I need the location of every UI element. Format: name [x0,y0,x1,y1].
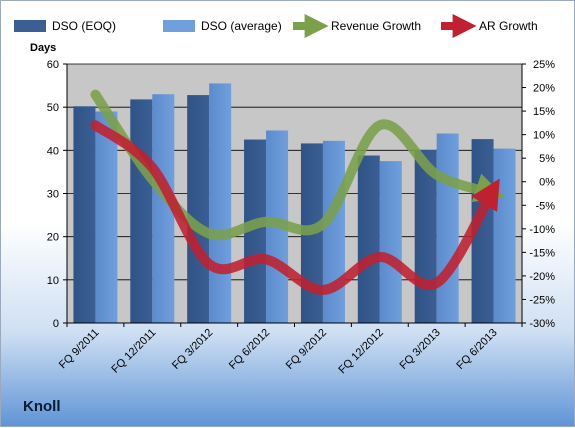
x-tick-label: FQ 12/2012 [336,327,386,377]
y-axis-title: Days [30,42,56,54]
y2-tick-label: 0% [539,177,555,189]
bar-dso-eoq [73,106,96,323]
x-tick-label: FQ 3/2013 [398,327,443,372]
y2-tick-label: 20% [533,83,555,95]
y-tick-label: 10 [47,275,59,287]
y2-tick-label: 25% [533,59,555,71]
legend-label: Revenue Growth [331,19,421,33]
bar-dso-average [95,111,118,323]
y2-tick-label: -20% [529,271,555,283]
x-tick-label: FQ 6/2012 [227,327,272,372]
x-tick-label: FQ 12/2011 [109,327,158,376]
y-tick-label: 60 [47,59,59,71]
bar-dso-average [493,148,516,323]
y-tick-label: 50 [47,102,59,114]
y2-tick-label: -15% [529,247,555,259]
x-tick-label: FQ 6/2013 [454,327,499,372]
y2-tick-label: 5% [539,153,555,165]
x-tick-label: FQ 9/2012 [284,327,329,372]
bar-dso-eoq [357,155,380,323]
bar-dso-average [152,94,175,323]
bar-dso-average [209,83,232,323]
bar-dso-eoq [130,99,153,323]
y2-tick-label: -5% [535,200,555,212]
y2-tick-label: 10% [533,130,555,142]
company-name: Knoll [23,398,61,415]
y-tick-label: 30 [47,189,59,201]
legend-label: AR Growth [479,19,538,33]
bar-dso-average [379,161,402,323]
y2-tick-label: -30% [529,318,555,330]
y2-tick-label: -10% [529,224,555,236]
x-tick-label: FQ 9/2011 [57,327,102,372]
y2-tick-label: -25% [529,294,555,306]
y-tick-label: 0 [53,318,59,330]
legend-label: DSO (EOQ) [52,19,116,33]
series-line-revenue-growth [90,89,505,241]
bar-dso-average [322,140,345,323]
legend-label: DSO (average) [201,19,282,33]
y-tick-label: 20 [47,232,59,244]
legend-swatch [163,20,195,32]
x-tick-label: FQ 3/2012 [170,327,215,372]
legend-swatch [14,20,46,32]
bar-dso-eoq [244,139,267,323]
y-tick-label: 40 [47,145,59,157]
series-line-ar-growth [90,120,500,296]
bar-dso-average [436,133,459,323]
y2-tick-label: 15% [533,106,555,118]
bar-dso-eoq [187,95,210,323]
